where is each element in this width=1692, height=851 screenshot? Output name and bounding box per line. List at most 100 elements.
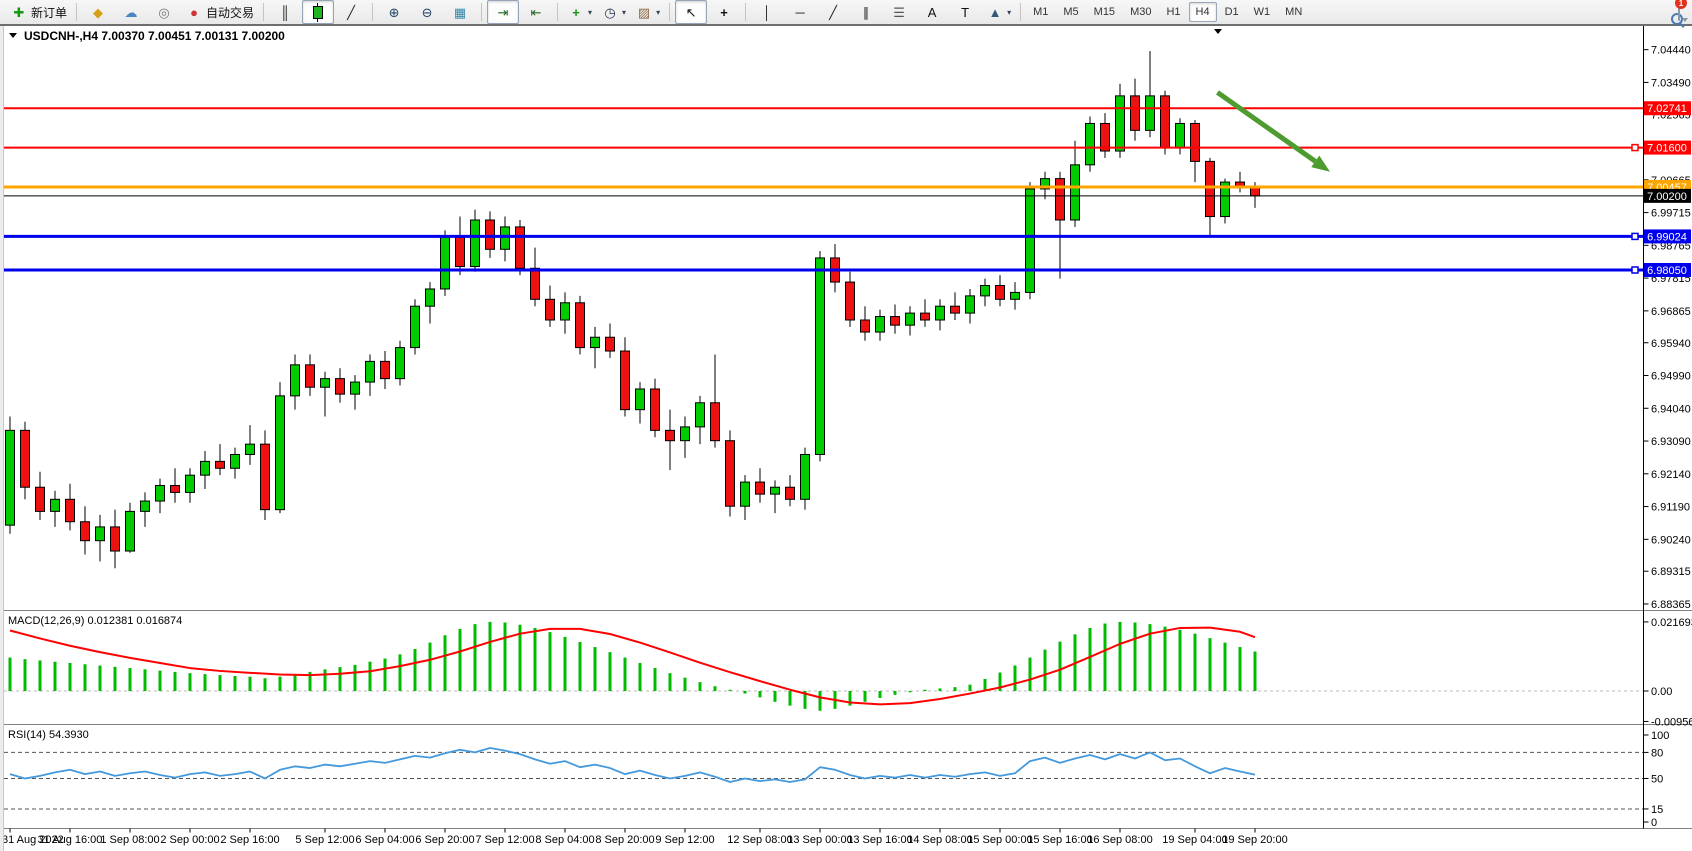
candle-body-down: [890, 316, 900, 326]
zoom-in-button[interactable]: ⊕: [378, 0, 410, 24]
macd-label: MACD(12,26,9) 0.012381 0.016874: [8, 615, 182, 627]
new-order-button[interactable]: ✚ 新订单: [6, 0, 71, 24]
chevron-down-icon[interactable]: ▾: [622, 7, 627, 17]
macd-tick-label: 0.00: [1651, 686, 1672, 698]
bars-icon: ║: [280, 4, 290, 20]
price-line-label: 6.99024: [1647, 231, 1687, 243]
navigator-button[interactable]: ☁: [115, 0, 147, 24]
candle-body-up: [200, 460, 210, 476]
candle-body-down: [605, 336, 615, 352]
chevron-down-icon[interactable]: ▾: [656, 7, 661, 17]
price-line-label-box: [1644, 188, 1691, 203]
candle-body-down: [545, 298, 555, 321]
time-tick-label: 6 Sep 20:00: [415, 834, 474, 846]
time-tick-label: 7 Sep 12:00: [475, 834, 534, 846]
candle-body-down: [860, 319, 870, 333]
candle-body-up: [905, 312, 915, 326]
trend-arrow-shaft[interactable]: [1216, 90, 1317, 164]
trendline-button[interactable]: ╱: [817, 0, 849, 24]
crosshair-button[interactable]: +: [708, 0, 740, 24]
auto-scroll-button[interactable]: ⇥: [487, 0, 520, 24]
timeframe-h1-button[interactable]: H1: [1166, 6, 1181, 18]
candle-body-up: [95, 526, 105, 542]
vline-icon: │: [763, 4, 772, 20]
equidistant-channel-button[interactable]: ∥: [850, 0, 882, 24]
candlestick-chart-button[interactable]: [302, 0, 335, 24]
candle-body-up: [740, 481, 750, 507]
candle-body-down: [995, 285, 1005, 300]
line-end-marker[interactable]: [1631, 232, 1639, 241]
bar-chart-button[interactable]: ║: [269, 0, 301, 24]
candle-body-down: [845, 281, 855, 321]
fibonacci-button[interactable]: ☰: [883, 0, 915, 24]
candles-icon: [313, 2, 324, 22]
templates-button[interactable]: ▨ ▾: [631, 0, 664, 24]
strategy-tester-button[interactable]: ◎: [148, 0, 180, 24]
cursor-button[interactable]: ↖: [675, 0, 708, 24]
candle-body-down: [950, 305, 960, 314]
time-tick-label: 31 Aug 2022: [2, 834, 64, 846]
line-chart-button[interactable]: ╱: [335, 0, 367, 24]
market-watch-button[interactable]: ◆: [82, 0, 114, 24]
macd-tick-label: 0.021693: [1651, 617, 1692, 629]
price-tick-label: 6.90240: [1651, 534, 1691, 546]
one-click-menu-icon[interactable]: [1214, 29, 1222, 34]
chevron-down-icon[interactable]: ▾: [588, 7, 593, 17]
timeframe-d1-button[interactable]: D1: [1224, 6, 1239, 18]
notifications-button[interactable]: 1: [1675, 0, 1687, 21]
candle-body-down: [785, 486, 795, 500]
zoomin-icon: ⊕: [388, 4, 400, 20]
navigator-icon: ☁: [124, 4, 138, 20]
macd-tick-label: -0.009563: [1651, 716, 1692, 728]
timeframe-w1-button[interactable]: W1: [1253, 6, 1271, 18]
text-button[interactable]: A: [916, 0, 948, 24]
tile-windows-button[interactable]: ▦: [444, 0, 476, 24]
textT-icon: T: [961, 4, 970, 20]
timeframe-m30-button[interactable]: M30: [1130, 6, 1152, 18]
periods-button[interactable]: ◷ ▾: [597, 0, 630, 24]
price-tick-label: 6.99715: [1651, 208, 1691, 220]
crosshair-icon: +: [720, 4, 728, 20]
candle-body-down: [1190, 122, 1200, 162]
candle-body-up: [50, 498, 60, 512]
trend-arrow[interactable]: [1216, 90, 1331, 172]
line-icon: ╱: [347, 4, 355, 20]
candle-body-down: [1055, 178, 1065, 221]
label-button[interactable]: T: [949, 0, 981, 24]
time-tick-label: 16 Sep 08:00: [1087, 834, 1152, 846]
timeframe-m5-button[interactable]: M5: [1063, 6, 1079, 18]
timeframe-m15-button[interactable]: M15: [1093, 6, 1116, 18]
trendline-icon: ╱: [829, 4, 837, 20]
timeframe-h4-button[interactable]: H4: [1188, 2, 1217, 22]
candle-body-up: [980, 285, 990, 297]
line-end-marker[interactable]: [1631, 143, 1639, 152]
price-tick-label: 7.03490: [1651, 77, 1691, 89]
timeframe-m1-button[interactable]: M1: [1033, 6, 1049, 18]
horizontal-line-button[interactable]: ─: [784, 0, 816, 24]
autoscroll-icon: ⇥: [497, 4, 509, 20]
price-axis[interactable]: 7.044407.034907.025657.006656.997156.987…: [1643, 45, 1692, 829]
line-end-marker[interactable]: [1631, 266, 1639, 274]
autotrading-button[interactable]: ● 自动交易: [181, 0, 258, 24]
arrows-button[interactable]: ▲ ▾: [982, 0, 1015, 24]
price-tick-label: 6.91190: [1651, 502, 1690, 514]
price-line-label-box: [1644, 263, 1691, 277]
chevron-down-icon[interactable]: ▾: [1007, 7, 1012, 17]
vertical-line-button[interactable]: │: [751, 0, 783, 24]
candle-body-down: [920, 312, 930, 321]
toolbar-separator: [557, 3, 559, 21]
zoom-out-button[interactable]: ⊖: [411, 0, 443, 24]
candle-body-down: [170, 485, 180, 493]
chart-shift-button[interactable]: ⇤: [520, 0, 552, 24]
chart-area: 7.044407.034907.025657.006656.997156.987…: [0, 26, 1692, 851]
trend-arrow-head[interactable]: [1311, 155, 1330, 172]
timeframe-mn-button[interactable]: MN: [1285, 6, 1303, 18]
candle-body-up: [155, 485, 165, 502]
indicators-button[interactable]: + ▾: [563, 0, 596, 24]
candle-body-down: [260, 443, 270, 511]
price-tick-label: 6.94040: [1651, 403, 1691, 415]
chart-collapse-icon[interactable]: [9, 33, 17, 38]
time-tick-label: 14 Sep 08:00: [907, 834, 972, 846]
horizontal-lines: [4, 107, 1644, 274]
